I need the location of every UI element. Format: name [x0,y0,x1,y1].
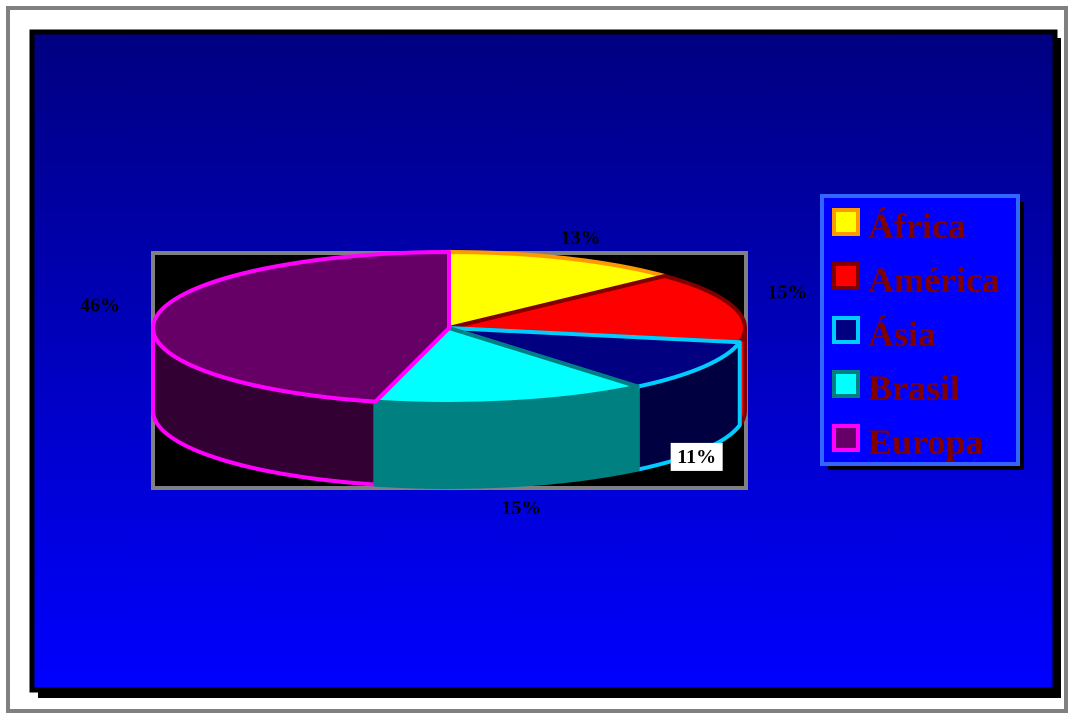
legend-swatch-América [832,262,860,290]
percent-label-África: 13% [561,227,601,249]
pie-slice-Brasil [373,326,640,406]
pie-slice-Europa [151,250,451,404]
legend-label-Europa: Europa [868,422,983,462]
pie-slice-África [447,250,667,330]
percent-label-bg [670,442,723,471]
percent-label-Europa: 46% [80,294,120,316]
legend-label-Ásia: Ásia [868,314,936,354]
pie-slices [151,250,747,489]
legend-swatch-África [832,208,860,236]
percent-label-Brasil: 15% [501,497,541,519]
percent-label-América: 15% [767,281,807,303]
pie-slice-Ásia [447,326,742,389]
legend-label-América: América [868,260,1000,300]
pie-slice-América [447,273,747,345]
legend-swatch-Europa [832,424,860,452]
legend-swatch-Brasil [832,370,860,398]
legend-label-África: África [868,206,966,246]
legend-label-Brasil: Brasil [868,368,960,408]
percent-label-Ásia: 11% [677,446,716,468]
legend: África América Ásia Brasil Europa [820,194,1024,470]
percent-labels: 13% 15% 11% 15% 46% [80,227,807,519]
legend-swatch-Ásia [832,316,860,344]
